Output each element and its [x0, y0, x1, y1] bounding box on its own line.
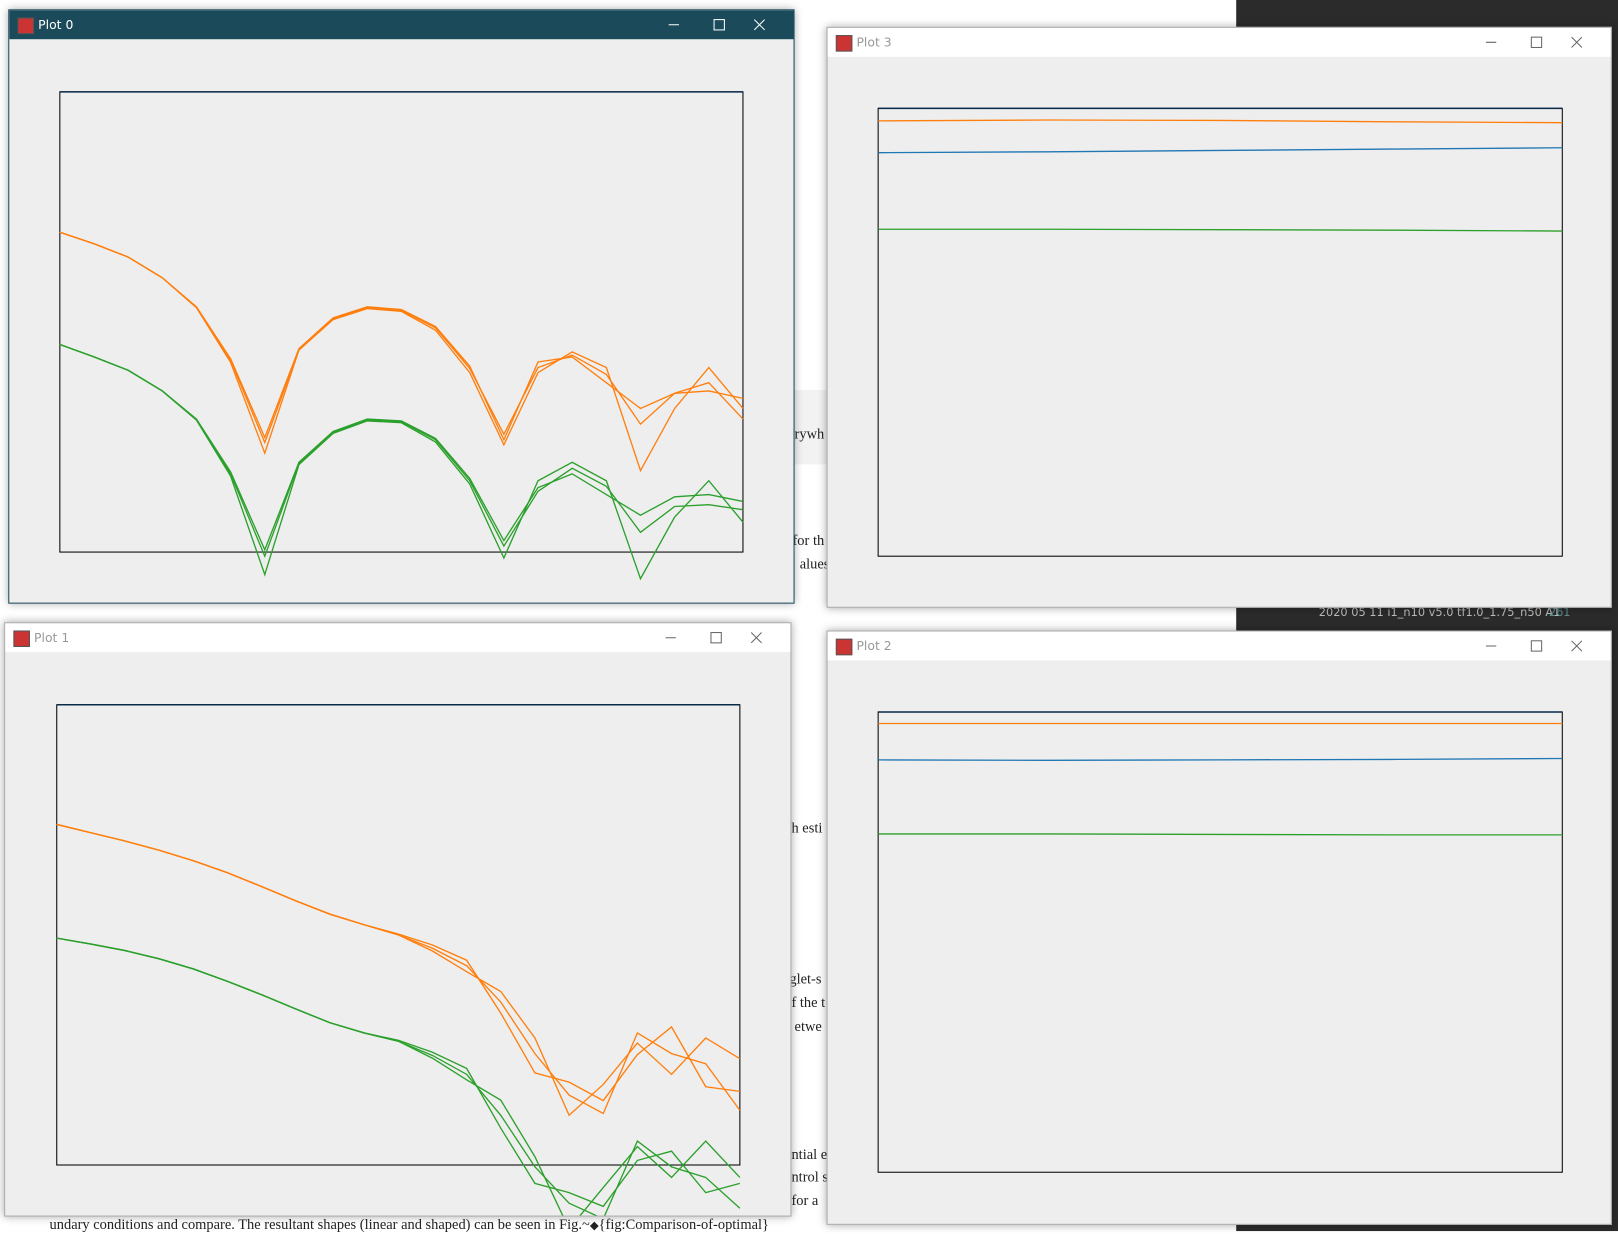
- app-icon: [17, 17, 35, 35]
- data-line: [878, 119, 1563, 124]
- title-bar: Plot 3: [827, 27, 1611, 57]
- data-line: [59, 343, 744, 559]
- doc-fragment: for a: [791, 1193, 819, 1210]
- tag-icon: ◆: [589, 1219, 599, 1233]
- plot-window: Plot 0: [8, 9, 795, 604]
- maximize-button[interactable]: [713, 19, 725, 31]
- doc-fragment: ntrol s: [791, 1170, 828, 1186]
- app-icon: [835, 638, 853, 656]
- close-button[interactable]: [1571, 36, 1583, 48]
- data-line: [59, 343, 744, 581]
- data-line: [56, 937, 741, 1216]
- close-button[interactable]: [753, 19, 765, 31]
- doc-fragment: f the t: [791, 995, 826, 1012]
- window-title: Plot 3: [856, 35, 892, 50]
- doc-fragment: ntial e: [791, 1147, 828, 1163]
- close-button[interactable]: [1571, 640, 1583, 652]
- plot-frame: [59, 91, 744, 553]
- window-title: Plot 2: [856, 638, 892, 654]
- doc-fragment: rywh: [794, 427, 825, 443]
- data-line: [59, 231, 744, 445]
- doc-fragment: etwe: [794, 1019, 822, 1035]
- data-line: [878, 228, 1563, 232]
- plot-window: Plot 2: [826, 630, 1612, 1225]
- data-line: [56, 823, 741, 1117]
- window-controls: [665, 632, 762, 644]
- window-controls: [668, 19, 765, 31]
- doc-fragment: h esti: [791, 821, 823, 837]
- maximize-button[interactable]: [1530, 36, 1543, 48]
- plot-canvas: [59, 91, 744, 581]
- data-line: [59, 231, 744, 473]
- app-icon: [13, 630, 30, 647]
- doc-fragment: alues: [799, 557, 830, 573]
- window-title: Plot 0: [38, 17, 74, 32]
- doc-line: undary conditions and compare. The resul…: [50, 1218, 769, 1234]
- data-line: [878, 147, 1563, 154]
- plot-canvas: [56, 704, 741, 1216]
- title-bar: Plot 2: [827, 631, 1611, 661]
- title-bar: Plot 1: [5, 623, 791, 653]
- maximize-button[interactable]: [710, 632, 722, 644]
- plot-frame: [877, 107, 1563, 557]
- plot-canvas: [877, 107, 1563, 557]
- doc-fragment: for th: [792, 533, 825, 549]
- window-controls: [1485, 36, 1583, 48]
- ide-count: 261: [1548, 605, 1571, 620]
- window-controls: [1485, 640, 1583, 652]
- data-line: [878, 833, 1563, 836]
- doc-band: [792, 390, 829, 465]
- plot-window: Plot 1: [4, 622, 792, 1217]
- doc-ref: {fig:Comparison-of-optimal}: [598, 1217, 769, 1234]
- doc-fragment: glet-s: [789, 972, 822, 988]
- doc-text: undary conditions and compare. The resul…: [49, 1217, 590, 1234]
- data-line: [59, 231, 744, 442]
- title-bar: Plot 0: [9, 10, 794, 40]
- data-line: [56, 823, 740, 1102]
- ide-entry: 2020 05 11 i1_n10 v5.0 tf1.0_1.75_n50 A1: [1318, 605, 1561, 620]
- data-line: [59, 343, 744, 552]
- data-line: [56, 937, 741, 1216]
- data-line: [56, 937, 741, 1208]
- data-line: [56, 823, 741, 1115]
- close-button[interactable]: [750, 632, 762, 644]
- plot-canvas: [877, 711, 1563, 1173]
- app-icon: [835, 35, 853, 52]
- data-line: [878, 757, 1563, 761]
- window-title: Plot 1: [34, 630, 70, 645]
- plot-window: Plot 3: [826, 26, 1612, 608]
- maximize-button[interactable]: [1530, 640, 1543, 652]
- plot-frame: [877, 711, 1563, 1173]
